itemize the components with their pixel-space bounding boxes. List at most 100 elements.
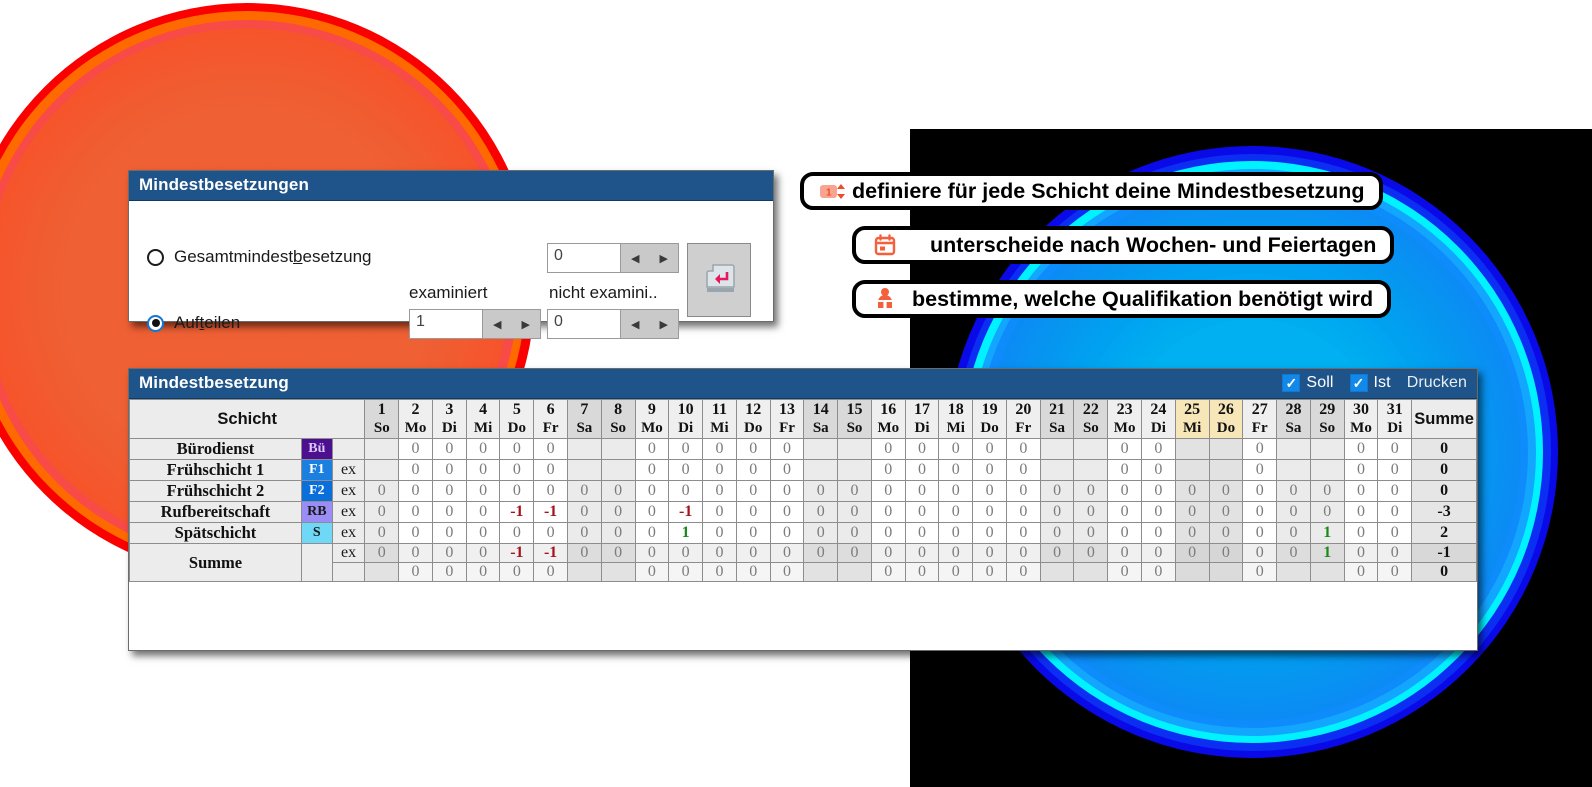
grid-cell[interactable]: 0	[465, 480, 501, 502]
grid-cell[interactable]: 0	[904, 480, 940, 502]
grid-cell[interactable]: 0	[972, 438, 1007, 460]
grid-cell[interactable]	[1039, 438, 1075, 460]
grid-cell[interactable]: 0	[1073, 501, 1109, 523]
grid-cell[interactable]: 0	[870, 459, 906, 481]
grid-cell[interactable]: 0	[499, 459, 535, 481]
grid-cell[interactable]: 0	[904, 501, 940, 523]
grid-cell[interactable]: 0	[904, 522, 940, 544]
grid-cell[interactable]: 0	[600, 501, 636, 523]
grid-cell[interactable]: 0	[1107, 480, 1143, 502]
grid-cell[interactable]: 0	[735, 438, 771, 460]
grid-cell[interactable]: 0	[364, 522, 400, 544]
grid-cell[interactable]: 0	[533, 522, 568, 544]
grid-cell[interactable]: 0	[398, 522, 433, 544]
spinner-gesamt-value[interactable]: 0	[554, 247, 563, 264]
grid-cell[interactable]: 1	[668, 522, 704, 544]
grid-cell[interactable]: 0	[1343, 459, 1379, 481]
grid-cell[interactable]	[600, 459, 636, 481]
grid-cell[interactable]: 0	[803, 522, 839, 544]
grid-cell[interactable]: 0	[972, 480, 1007, 502]
grid-cell[interactable]: 0	[533, 438, 568, 460]
grid-cell[interactable]: 0	[1242, 522, 1278, 544]
grid-cell[interactable]	[1276, 459, 1311, 481]
grid-cell[interactable]: -1	[533, 501, 568, 523]
radio-aufteilen[interactable]: Aufteilen	[147, 313, 240, 333]
grid-cell[interactable]: 0	[735, 459, 771, 481]
grid-cell[interactable]: 0	[1276, 522, 1311, 544]
grid-cell[interactable]: 0	[1343, 522, 1379, 544]
table-row[interactable]: Frühschicht 2 F2 ex 0 0 0 0 0 0 0 0 0 0 0 0 0 0 0 0 0 0 0 0 0 0 0…	[129, 480, 1477, 502]
grid-cell[interactable]: 0	[499, 480, 535, 502]
grid-cell[interactable]: 0	[499, 522, 535, 544]
grid-cell[interactable]: 0	[870, 480, 906, 502]
grid-cell[interactable]: 0	[1276, 501, 1311, 523]
grid-cell[interactable]	[1073, 438, 1109, 460]
grid-cell[interactable]: 0	[431, 501, 467, 523]
grid-cell[interactable]: 0	[702, 459, 737, 481]
spinner-right-arrow-icon[interactable]: ▶	[659, 318, 668, 331]
grid-cell[interactable]: 0	[1141, 438, 1176, 460]
grid-cell[interactable]: 0	[702, 501, 737, 523]
spinner-nicht-examiniert-value[interactable]: 0	[554, 313, 563, 330]
apply-button[interactable]	[687, 243, 751, 317]
grid-cell[interactable]: 0	[1005, 438, 1041, 460]
grid-cell[interactable]: 0	[769, 438, 805, 460]
grid-cell[interactable]: 0	[735, 480, 771, 502]
grid-cell[interactable]	[600, 438, 636, 460]
grid-cell[interactable]: 0	[803, 480, 839, 502]
grid-cell[interactable]: 0	[870, 501, 906, 523]
grid-cell[interactable]: 0	[567, 522, 602, 544]
grid-cell[interactable]: 0	[1309, 501, 1345, 523]
grid-cell[interactable]: 0	[769, 501, 805, 523]
table-row[interactable]: Bürodienst Bü 0 0 0 0 0 0 0 0 0 0 0 0 0 0 0 0 0 0 0 0 0	[129, 438, 1477, 460]
grid-cell[interactable]: 0	[1141, 522, 1176, 544]
grid-cell[interactable]: 0	[364, 501, 400, 523]
grid-cell[interactable]: 0	[972, 501, 1007, 523]
radio-total-indicator[interactable]	[147, 248, 164, 266]
grid-cell[interactable]: 0	[465, 438, 501, 460]
checkbox-soll[interactable]: ✓ Soll	[1282, 374, 1333, 392]
grid-cell[interactable]: 0	[499, 438, 535, 460]
grid-cell[interactable]: 0	[634, 501, 670, 523]
grid-cell[interactable]: 0	[567, 501, 602, 523]
grid-cell[interactable]: 0	[1107, 438, 1143, 460]
grid-cell[interactable]: 0	[1141, 459, 1176, 481]
grid-cell[interactable]: 0	[634, 522, 670, 544]
grid-cell[interactable]: 0	[870, 522, 906, 544]
grid-cell[interactable]: 0	[938, 438, 974, 460]
print-button[interactable]: Drucken	[1406, 374, 1467, 391]
grid-cell[interactable]	[1174, 459, 1210, 481]
grid-cell[interactable]: 0	[1208, 522, 1244, 544]
grid-cell[interactable]: 0	[1377, 459, 1413, 481]
grid-cell[interactable]: 0	[1242, 438, 1278, 460]
grid-cell[interactable]: 0	[1377, 501, 1413, 523]
grid-cell[interactable]: 0	[837, 501, 872, 523]
grid-cell[interactable]: 0	[1377, 480, 1413, 502]
grid-cell[interactable]: -1	[499, 501, 535, 523]
grid-cell[interactable]: 0	[769, 459, 805, 481]
grid-cell[interactable]: 0	[837, 522, 872, 544]
grid-cell[interactable]: 0	[1208, 480, 1244, 502]
grid-cell[interactable]: 0	[398, 438, 433, 460]
grid-cell[interactable]: 0	[1377, 522, 1413, 544]
grid-cell[interactable]	[364, 459, 400, 481]
grid-cell[interactable]: 0	[398, 501, 433, 523]
spinner-gesamt[interactable]: 0 ◀ ▶	[547, 243, 679, 273]
grid-cell[interactable]	[1309, 438, 1345, 460]
grid-cell[interactable]: 0	[1343, 480, 1379, 502]
grid-cell[interactable]: 0	[1107, 501, 1143, 523]
grid-cell[interactable]: 0	[769, 522, 805, 544]
grid-cell[interactable]	[567, 459, 602, 481]
grid-cell[interactable]: 0	[1377, 438, 1413, 460]
grid-cell[interactable]: 0	[1039, 480, 1075, 502]
grid-cell[interactable]	[803, 438, 839, 460]
grid-cell[interactable]: 0	[938, 459, 974, 481]
grid-cell[interactable]: 0	[1039, 501, 1075, 523]
grid-cell[interactable]: 0	[465, 522, 501, 544]
grid-cell[interactable]: 0	[972, 522, 1007, 544]
grid-cell[interactable]: 0	[735, 522, 771, 544]
grid-cell[interactable]: 0	[1309, 480, 1345, 502]
spinner-nicht-examiniert-arrows[interactable]: ◀ ▶	[620, 310, 678, 338]
grid-cell[interactable]: 0	[938, 522, 974, 544]
